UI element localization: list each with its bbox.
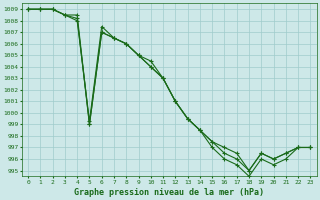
X-axis label: Graphe pression niveau de la mer (hPa): Graphe pression niveau de la mer (hPa) xyxy=(74,188,264,197)
